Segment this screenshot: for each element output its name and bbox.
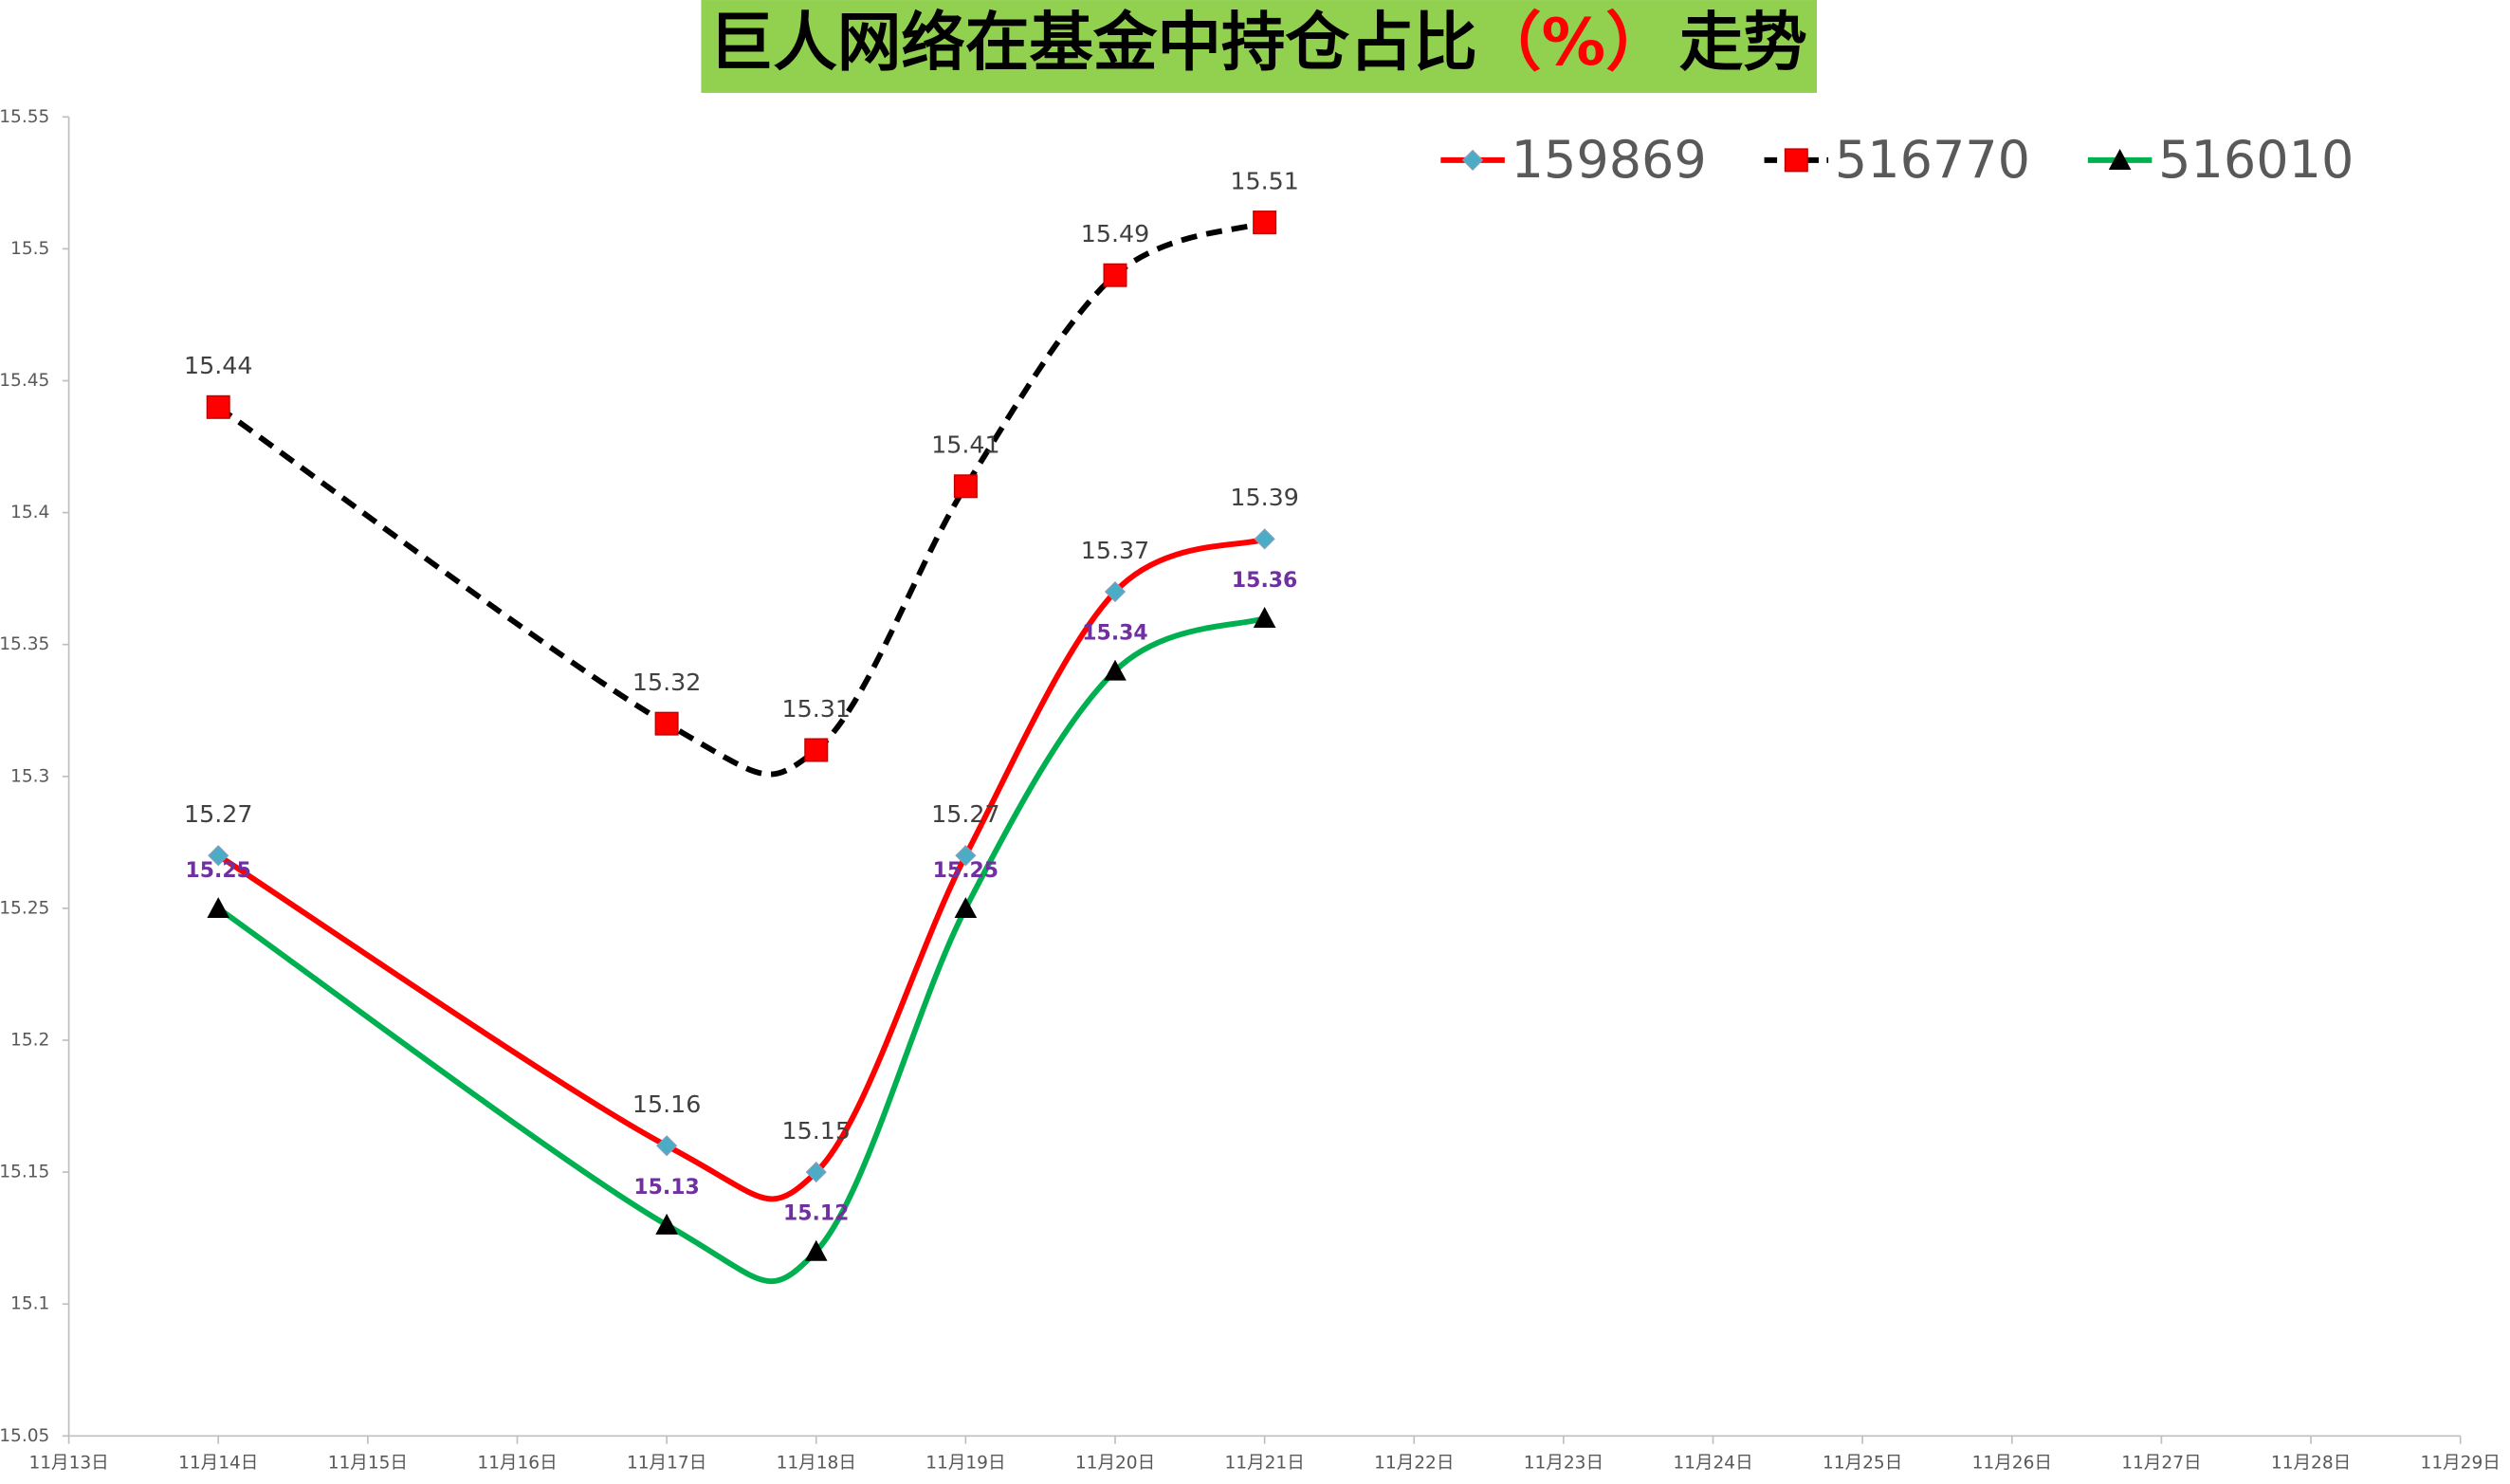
data-point <box>1104 580 1127 603</box>
data-point <box>1253 211 1277 235</box>
title-part: （%） <box>1477 5 1670 80</box>
y-tick-label: 15.15 <box>0 1163 49 1182</box>
data-point <box>805 1162 827 1183</box>
data-label: 15.27 <box>931 799 999 828</box>
data-label: 15.34 <box>1082 622 1147 646</box>
data-label: 15.44 <box>184 351 252 379</box>
x-tick-label: 11月23日 <box>1524 1454 1603 1474</box>
data-label: 15.13 <box>633 1176 699 1200</box>
title-background <box>701 0 1818 93</box>
y-tick-label: 15.1 <box>10 1294 49 1314</box>
x-tick-label: 11月29日 <box>2421 1454 2501 1474</box>
x-tick-label: 11月21日 <box>1224 1454 1304 1474</box>
title-part: 巨人网络在基金中持仓占比 <box>709 5 1477 80</box>
legend-label: 159869 <box>1511 130 1707 190</box>
data-point <box>804 738 829 762</box>
x-tick-label: 11月14日 <box>178 1454 258 1474</box>
x-tick-label: 11月17日 <box>627 1454 706 1474</box>
data-label: 15.25 <box>186 859 251 883</box>
data-point <box>955 845 977 867</box>
data-point <box>954 897 978 919</box>
x-tick-label: 11月18日 <box>777 1454 856 1474</box>
series-line <box>216 615 1266 1285</box>
data-label: 15.41 <box>931 431 999 459</box>
data-label: 15.16 <box>632 1090 701 1118</box>
data-point <box>208 845 229 867</box>
x-tick-label: 11月19日 <box>925 1454 1005 1474</box>
data-point <box>654 711 679 736</box>
series-line <box>216 219 1266 778</box>
data-label: 15.32 <box>632 668 701 696</box>
x-tick-label: 11月22日 <box>1374 1454 1454 1474</box>
data-point <box>206 394 230 419</box>
x-tick-label: 11月15日 <box>328 1454 408 1474</box>
data-point <box>1103 263 1127 287</box>
legend-marker <box>2108 149 2132 170</box>
data-point <box>655 1213 678 1235</box>
legend-marker <box>1784 148 1808 173</box>
data-label: 15.25 <box>933 859 999 883</box>
data-point <box>207 897 230 919</box>
legend-entry: 516770 <box>1764 130 2030 190</box>
x-tick-label: 11月16日 <box>477 1454 557 1474</box>
y-tick-label: 15.55 <box>0 107 49 127</box>
x-tick-label: 11月24日 <box>1673 1454 1752 1474</box>
data-label: 15.49 <box>1081 219 1149 247</box>
x-tick-label: 11月25日 <box>1823 1454 1902 1474</box>
x-tick-label: 11月27日 <box>2121 1454 2201 1474</box>
legend-marker <box>1462 149 1484 171</box>
data-point <box>1253 607 1276 629</box>
data-point <box>953 474 978 499</box>
legend-label: 516770 <box>1835 130 2030 190</box>
chart-title: 巨人网络在基金中持仓占比（%） 走势 <box>709 5 1807 80</box>
data-point <box>1254 528 1275 550</box>
legend-entry: 159869 <box>1440 130 1707 190</box>
data-label: 15.36 <box>1232 569 1297 593</box>
y-tick-label: 15.5 <box>10 239 49 259</box>
x-tick-label: 11月13日 <box>28 1454 108 1474</box>
y-tick-label: 15.25 <box>0 898 49 918</box>
data-label: 15.27 <box>184 799 252 828</box>
y-tick-label: 15.45 <box>0 371 49 391</box>
y-tick-label: 15.2 <box>10 1031 49 1051</box>
legend-label: 516010 <box>2158 130 2354 190</box>
data-label: 15.31 <box>782 694 851 723</box>
y-tick-label: 15.4 <box>10 503 49 522</box>
data-label: 15.51 <box>1230 166 1298 194</box>
title-part: 走势 <box>1679 5 1807 80</box>
x-tick-label: 11月28日 <box>2271 1454 2351 1474</box>
data-point <box>656 1135 678 1157</box>
x-tick-label: 11月20日 <box>1075 1454 1155 1474</box>
data-label: 15.15 <box>782 1116 851 1145</box>
data-point <box>804 1239 828 1261</box>
data-label: 15.12 <box>783 1202 849 1226</box>
y-tick-label: 15.05 <box>0 1426 49 1446</box>
y-tick-label: 15.3 <box>10 766 49 786</box>
data-label: 15.39 <box>1230 483 1298 511</box>
data-label: 15.37 <box>1081 536 1149 564</box>
legend-entry: 516010 <box>2087 130 2354 190</box>
y-tick-label: 15.35 <box>0 634 49 654</box>
data-point <box>1104 659 1127 681</box>
x-tick-label: 11月26日 <box>1972 1454 2052 1474</box>
